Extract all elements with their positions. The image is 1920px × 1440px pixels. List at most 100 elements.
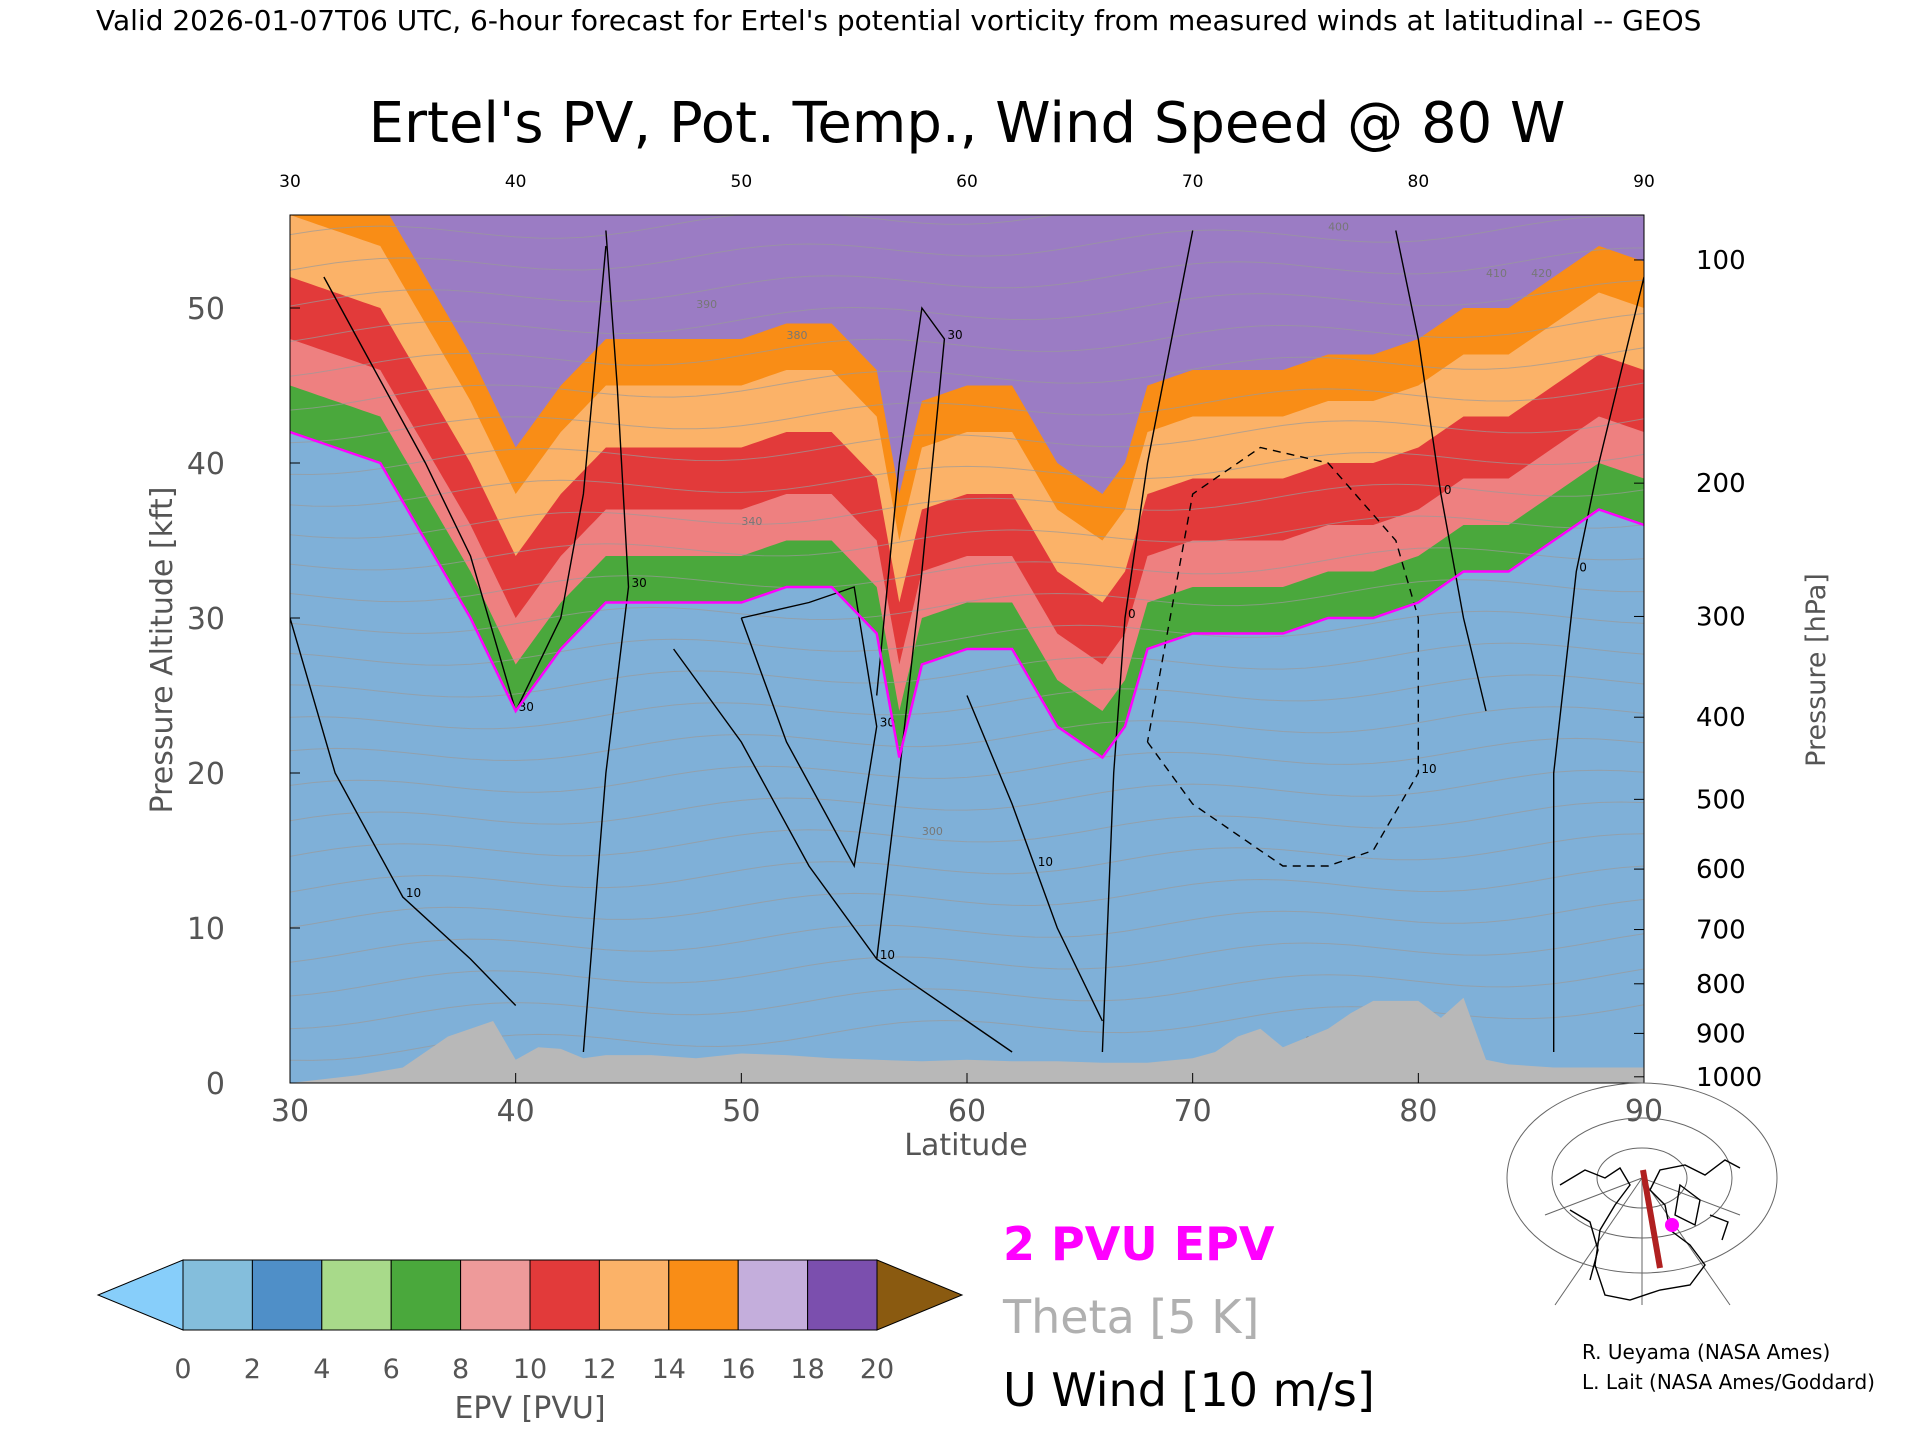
top-x-tick-label: 60	[956, 172, 978, 192]
wind-contour	[876, 306, 946, 960]
theta-label: 390	[696, 298, 717, 311]
pressure-tick-label: 800	[1696, 970, 1746, 1000]
wind-contour-label: 0	[1579, 561, 1587, 575]
legend-2pvu: 2 PVU EPV	[1003, 1217, 1275, 1271]
x-tick-label: 60	[948, 1094, 986, 1129]
colorbar-segment	[598, 1259, 670, 1331]
theta-isentrope	[290, 968, 1644, 1030]
credit-line-2: L. Lait (NASA Ames/Goddard)	[1582, 1370, 1875, 1394]
y-tick-label: 20	[187, 757, 225, 792]
wind-contour	[582, 230, 630, 1053]
colorbar-tick-label: 0	[174, 1354, 191, 1385]
colorbar-tick-label: 14	[652, 1354, 686, 1385]
colorbar-segment	[251, 1259, 323, 1331]
theta-isentrope	[290, 547, 1644, 603]
pv-band	[290, 215, 1644, 494]
theta-isentrope	[290, 279, 1644, 342]
colorbar-tick-label: 12	[582, 1354, 616, 1385]
y2-axis-label: Pressure [hPa]	[1801, 573, 1832, 767]
theta-isentrope	[290, 418, 1644, 476]
theta-isentrope	[290, 451, 1644, 507]
wind-contour-label: 10	[1421, 762, 1436, 776]
colorbar-segment	[460, 1259, 531, 1331]
x-tick-label: 30	[271, 1094, 309, 1129]
theta-isentrope	[290, 833, 1644, 893]
colorbar-segment	[807, 1259, 878, 1331]
top-x-tick-label: 40	[505, 172, 527, 192]
theta-label: 380	[786, 329, 807, 342]
colorbar-segment	[529, 1259, 600, 1331]
top-x-tick-label: 80	[1408, 172, 1430, 192]
theta-label: 340	[741, 515, 762, 528]
x-tick-label: 90	[1625, 1094, 1663, 1129]
wind-contour-label: 0	[1444, 483, 1452, 497]
wind-contour	[290, 617, 517, 1006]
terrain-fill	[290, 997, 1644, 1083]
wind-contour	[740, 586, 878, 869]
top-x-tick-label: 90	[1633, 172, 1655, 192]
colorbar-tick-label: 18	[790, 1354, 824, 1385]
locator-map	[1506, 1082, 1778, 1306]
y-tick-label: 50	[187, 292, 225, 327]
wind-contour	[1553, 276, 1644, 1052]
x-tick-label: 80	[1399, 1094, 1437, 1129]
wind-contour	[323, 245, 607, 713]
wind-contour	[1395, 230, 1487, 712]
top-x-tick-label: 30	[279, 172, 301, 192]
plot-area: 290300340380390400410420 303030301010100…	[289, 214, 1645, 1084]
colorbar-tick-label: 10	[513, 1354, 547, 1385]
map-coastlines	[1559, 1159, 1741, 1301]
chart-title: Ertel's PV, Pot. Temp., Wind Speed @ 80 …	[369, 91, 1566, 156]
colorbar-tick-label: 2	[244, 1354, 261, 1385]
cross-section-path	[1640, 1169, 1663, 1269]
wind-contour-label: 30	[632, 576, 647, 590]
y-tick-label: 40	[187, 447, 225, 482]
pressure-tick-label: 400	[1696, 703, 1746, 733]
theta-contours: 290300340380390400410420	[290, 215, 1644, 1061]
pressure-tick-label: 500	[1696, 785, 1746, 815]
wind-contour-label: 10	[1038, 855, 1053, 869]
legend-wind: U Wind [10 m/s]	[1003, 1363, 1375, 1417]
colorbar-segment	[182, 1259, 253, 1331]
colorbar-segment	[737, 1259, 809, 1331]
theta-isentrope	[290, 769, 1644, 825]
theta-isentrope	[290, 933, 1644, 997]
colorbar-tick-label: 20	[860, 1354, 894, 1385]
legend: 2 PVU EPV Theta [5 K] U Wind [10 m/s]	[1002, 1217, 1375, 1417]
y-tick-label: 10	[187, 912, 225, 947]
pressure-tick-label: 300	[1696, 602, 1746, 632]
wind-contour	[673, 648, 1013, 1053]
x-axis-label: Latitude	[904, 1128, 1027, 1163]
pressure-tick-label: 900	[1696, 1019, 1746, 1049]
y-tick-label: 30	[187, 602, 225, 637]
colorbar-over-arrow	[876, 1259, 964, 1331]
location-marker	[1665, 1218, 1679, 1232]
theta-isentrope	[290, 347, 1644, 411]
theta-isentrope	[290, 579, 1644, 634]
theta-isentrope	[290, 865, 1644, 928]
pv-2pvu-contour	[290, 430, 1644, 760]
theta-isentrope	[290, 247, 1644, 307]
wind-contour-label: 10	[406, 886, 421, 900]
theta-isentrope	[290, 215, 1644, 271]
theta-isentrope	[290, 801, 1644, 857]
legend-theta: Theta [5 K]	[1002, 1290, 1259, 1344]
header-text: Valid 2026-01-07T06 UTC, 6-hour forecast…	[96, 4, 1701, 37]
pressure-tick-label: 100	[1696, 246, 1746, 276]
top-x-tick-label: 50	[731, 172, 753, 192]
colorbar-segment	[321, 1259, 392, 1331]
theta-isentrope	[290, 898, 1644, 963]
colorbar-segment	[390, 1259, 462, 1331]
theta-label: 420	[1531, 267, 1552, 280]
pv-2pvu-line	[290, 430, 1644, 760]
colorbar-tick-label: 8	[452, 1354, 469, 1385]
credit-line-1: R. Ueyama (NASA Ames)	[1582, 1340, 1830, 1364]
easterly-wind-contour	[1146, 446, 1419, 867]
pressure-tick-label: 700	[1696, 916, 1746, 946]
wind-contour-label: 30	[947, 328, 962, 342]
colorbar-segment	[668, 1259, 739, 1331]
theta-label: 410	[1486, 267, 1507, 280]
pressure-tick-label: 1000	[1696, 1063, 1762, 1093]
theta-isentrope	[290, 515, 1644, 571]
